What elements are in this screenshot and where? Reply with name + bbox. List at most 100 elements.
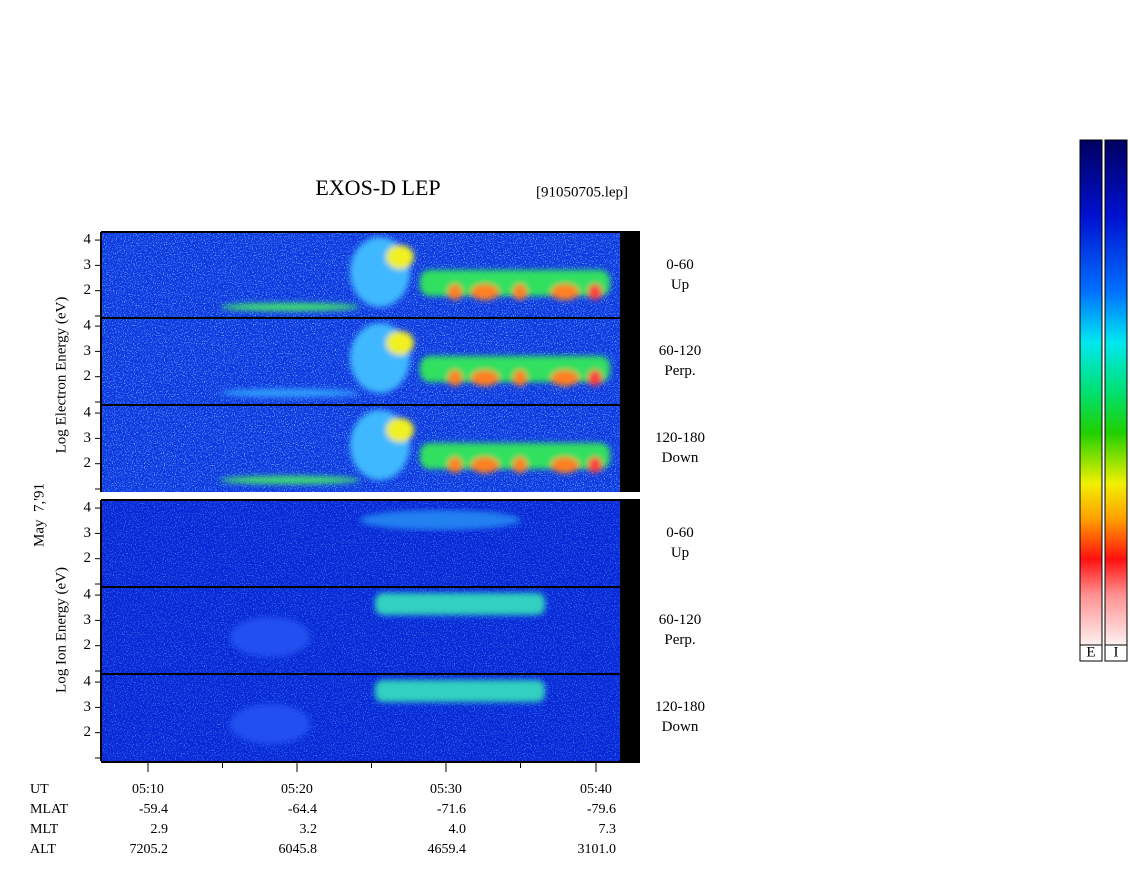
pitch-angle: 60-120 — [659, 612, 702, 628]
feature — [230, 617, 310, 657]
blank-strip — [620, 674, 640, 761]
feature — [220, 303, 360, 311]
ephemeris-value: 3101.0 — [578, 842, 617, 857]
y-tick-label: 3 — [84, 525, 92, 541]
spectrogram-features — [360, 510, 520, 530]
feature — [386, 245, 414, 269]
colorbar-e — [1079, 139, 1103, 646]
date-label: May 7,'91 — [31, 483, 47, 547]
ephemeris-value: -64.4 — [288, 802, 317, 817]
y-tick-label: 3 — [84, 699, 92, 715]
ephemeris-value: 2.9 — [151, 822, 169, 837]
spectrogram-features — [220, 410, 610, 484]
feature — [551, 284, 579, 300]
file-label: [91050705.lep] — [536, 184, 628, 200]
colorbar-label: E — [1086, 644, 1095, 660]
direction: Down — [662, 450, 699, 466]
feature — [471, 457, 499, 473]
direction: Perp. — [664, 363, 695, 379]
y-tick-label: 2 — [84, 637, 92, 653]
feature — [230, 704, 310, 744]
y-tick-label: 2 — [84, 455, 92, 471]
spectrogram-noise — [101, 500, 620, 587]
ephemeris-value: 05:40 — [580, 782, 612, 797]
ephemeris-value: 05:20 — [281, 782, 313, 797]
ephemeris-value: -79.6 — [587, 802, 616, 817]
ephemeris-value: 6045.8 — [279, 842, 318, 857]
feature — [471, 370, 499, 386]
blank-strip — [620, 500, 640, 587]
title: EXOS-D LEP — [315, 175, 440, 200]
feature — [588, 370, 602, 386]
feature — [471, 284, 499, 300]
colorbar-label: I — [1114, 644, 1119, 660]
feature — [588, 457, 602, 473]
ephemeris-value: 7205.2 — [130, 842, 169, 857]
direction: Perp. — [664, 632, 695, 648]
pitch-angle: 60-120 — [659, 343, 702, 359]
colorbar-i — [1104, 139, 1128, 646]
y-tick-label: 4 — [84, 674, 92, 690]
ephemeris-name: MLT — [30, 822, 59, 837]
feature — [375, 680, 545, 702]
feature — [375, 593, 545, 615]
spectrogram-features — [230, 680, 545, 744]
spectrogram-features — [230, 593, 545, 657]
direction: Up — [671, 277, 689, 293]
ephemeris-value: 7.3 — [599, 822, 617, 837]
y-tick-label: 2 — [84, 282, 92, 298]
ephemeris: UT 05:10 05:20 05:30 05:40 MLAT -59.4 -64.4 -71.… — [30, 762, 616, 857]
colorbar-box — [1104, 644, 1128, 662]
panels: 2 3 4 0-60 Up 2 3 4 60-120 Perp. 2 3 4 120-180 Down 2 3 4… — [84, 231, 705, 761]
pitch-angle: 120-180 — [655, 699, 705, 715]
ephemeris-value: 05:10 — [132, 782, 164, 797]
y-tick-label: 4 — [84, 232, 92, 248]
pitch-angle: 0-60 — [666, 257, 694, 273]
feature — [360, 510, 520, 530]
y-tick-label: 2 — [84, 368, 92, 384]
feature — [551, 370, 579, 386]
feature — [220, 476, 360, 484]
feature — [386, 418, 414, 442]
y-tick-label: 3 — [84, 612, 92, 628]
y-tick-label: 3 — [84, 430, 92, 446]
feature — [513, 284, 527, 300]
ephemeris-value: 3.2 — [300, 822, 318, 837]
ephemeris-name: ALT — [30, 842, 56, 857]
ephemeris-value: -59.4 — [139, 802, 168, 817]
pitch-angle: 120-180 — [655, 430, 705, 446]
y-tick-label: 4 — [84, 318, 92, 334]
feature — [551, 457, 579, 473]
colorbar-box — [1079, 644, 1103, 662]
blank-strip — [620, 587, 640, 674]
y-tick-label: 4 — [84, 500, 92, 516]
feature — [513, 370, 527, 386]
blank-strip — [620, 405, 640, 492]
blank-strip — [620, 318, 640, 405]
spectrogram-features — [220, 323, 610, 397]
electron-axis-label: Log Electron Energy (eV) — [53, 297, 69, 454]
ion-axis-label: Log Ion Energy (eV) — [53, 567, 69, 693]
pitch-angle: 0-60 — [666, 525, 694, 541]
feature — [513, 457, 527, 473]
direction: Down — [662, 719, 699, 735]
ephemeris-name: UT — [30, 782, 49, 797]
feature — [220, 389, 360, 397]
spectrogram-features — [220, 237, 610, 311]
y-tick-label: 3 — [84, 257, 92, 273]
y-tick-label: 4 — [84, 587, 92, 603]
feature — [448, 284, 462, 300]
feature — [386, 331, 414, 355]
feature — [448, 370, 462, 386]
direction: Up — [671, 545, 689, 561]
ephemeris-value: 4659.4 — [428, 842, 467, 857]
y-tick-label: 3 — [84, 343, 92, 359]
ephemeris-name: MLAT — [30, 802, 69, 817]
feature — [588, 284, 602, 300]
ephemeris-value: -71.6 — [437, 802, 466, 817]
y-tick-label: 2 — [84, 550, 92, 566]
ephemeris-value: 4.0 — [449, 822, 467, 837]
ephemeris-value: 05:30 — [430, 782, 462, 797]
y-tick-label: 4 — [84, 405, 92, 421]
